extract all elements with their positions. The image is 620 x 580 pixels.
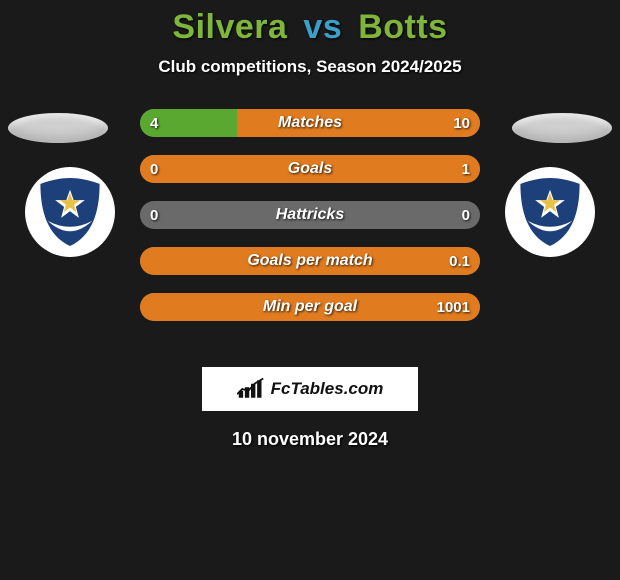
title-player2: Botts bbox=[358, 8, 447, 46]
page-title: Silvera vs Botts bbox=[0, 0, 620, 47]
comparison-area: 410Matches 01Goals 00Hattricks 0.1Goals per… bbox=[0, 109, 620, 349]
shield-icon bbox=[513, 175, 587, 249]
stat-bar: 01Goals bbox=[140, 155, 480, 183]
bar-chart-icon bbox=[237, 378, 265, 400]
stat-label: Min per goal bbox=[140, 293, 480, 321]
title-player1: Silvera bbox=[172, 8, 287, 46]
date-label: 10 november 2024 bbox=[0, 429, 620, 450]
stat-label: Matches bbox=[140, 109, 480, 137]
stat-bar: 0.1Goals per match bbox=[140, 247, 480, 275]
infographic: Silvera vs Botts Club competitions, Seas… bbox=[0, 0, 620, 580]
stat-bar: 00Hattricks bbox=[140, 201, 480, 229]
brand-text: FcTables.com bbox=[271, 379, 384, 399]
subtitle: Club competitions, Season 2024/2025 bbox=[0, 57, 620, 77]
stat-bars: 410Matches 01Goals 00Hattricks 0.1Goals per… bbox=[140, 109, 480, 321]
stat-label: Hattricks bbox=[140, 201, 480, 229]
brand-watermark: FcTables.com bbox=[202, 367, 418, 411]
stat-label: Goals per match bbox=[140, 247, 480, 275]
stat-label: Goals bbox=[140, 155, 480, 183]
player1-platform bbox=[8, 113, 108, 143]
stat-bar: 1001Min per goal bbox=[140, 293, 480, 321]
player2-club-badge bbox=[505, 167, 595, 257]
stat-bar: 410Matches bbox=[140, 109, 480, 137]
player1-club-badge bbox=[25, 167, 115, 257]
shield-icon bbox=[33, 175, 107, 249]
title-vs: vs bbox=[303, 8, 342, 46]
player2-platform bbox=[512, 113, 612, 143]
